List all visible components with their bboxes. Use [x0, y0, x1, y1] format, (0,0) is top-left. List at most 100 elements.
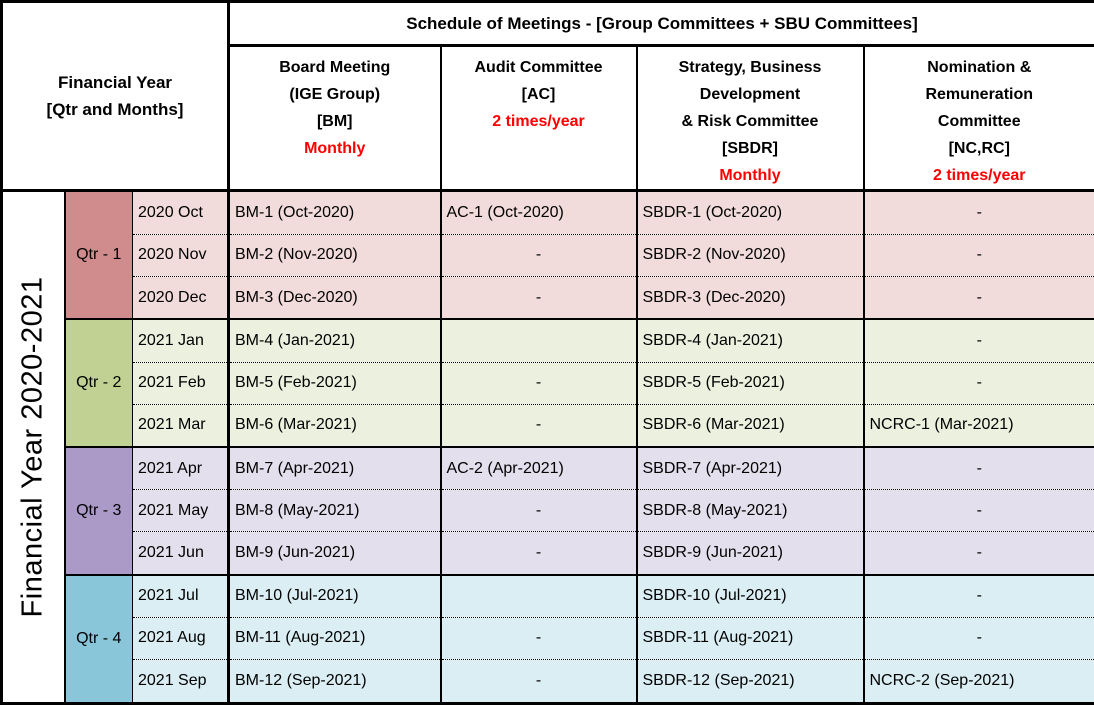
- month-cell: 2021 Sep: [132, 658, 230, 704]
- ncrc-cell: -: [862, 489, 1094, 532]
- bm-cell: BM-8 (May-2021): [228, 489, 441, 532]
- committee-name-line: Committee: [937, 113, 1021, 130]
- ac-cell: [439, 318, 637, 363]
- ac-cell: -: [439, 489, 637, 532]
- ac-cell: -: [439, 275, 637, 320]
- schedule-title: Schedule of Meetings - [Group Committees…: [228, 1, 1094, 47]
- bm-cell: BM-7 (Apr-2021): [228, 445, 441, 490]
- table-row: Qtr - 3 2021 Apr BM-7 (Apr-2021) AC-2 (Apr-…: [2, 445, 1094, 575]
- month-cell: 2020 Oct: [132, 190, 230, 235]
- ac-cell: -: [439, 531, 637, 575]
- quarter-label: Qtr - 4: [64, 573, 133, 704]
- ac-cell: -: [439, 658, 637, 704]
- ncrc-cell: NCRC-2 (Sep-2021): [862, 658, 1094, 704]
- committee-name-line: [AC]: [521, 86, 556, 103]
- table-row: 2021 May BM-8 (May-2021) - SBDR-8 (May-2021…: [2, 489, 1094, 532]
- sbdr-cell: SBDR-7 (Apr-2021): [635, 445, 864, 490]
- committee-frequency: 2 times/year: [492, 113, 585, 130]
- ncrc-cell: -: [862, 234, 1094, 277]
- quarter-label: Qtr - 2: [64, 318, 133, 447]
- table-row: 2021 Sep BM-12 (Sep-2021) - SBDR-12 (Sep-20…: [2, 658, 1094, 704]
- committee-header-cell: Board Meeting (IGE Group) [BM] Monthly: [227, 45, 441, 192]
- ncrc-cell: -: [862, 617, 1094, 660]
- committee-name-line: [BM]: [316, 113, 353, 130]
- quarter-label: Qtr - 1: [64, 190, 133, 320]
- table-row: Qtr - 2 2021 Jan BM-4 (Jan-2021) SBDR-4 (Ja…: [2, 318, 1094, 447]
- committee-header-cell: Audit Committee [AC] 2 times/year: [439, 45, 637, 192]
- month-cell: 2021 Feb: [132, 361, 230, 405]
- table-row: Qtr - 4 2021 Jul BM-10 (Jul-2021) SBDR-10 (…: [2, 573, 1094, 704]
- month-cell: 2021 Jan: [132, 318, 230, 363]
- fiscal-year-side-label: Financial Year 2020-2021: [16, 276, 49, 618]
- sbdr-cell: SBDR-2 (Nov-2020): [635, 234, 864, 277]
- table-row: 2020 Dec BM-3 (Dec-2020) - SBDR-3 (Dec-2020…: [2, 275, 1094, 320]
- sbdr-cell: SBDR-3 (Dec-2020): [635, 275, 864, 320]
- month-cell: 2021 May: [132, 489, 230, 532]
- committee-frequency: 2 times/year: [932, 167, 1026, 184]
- sbdr-cell: SBDR-6 (Mar-2021): [635, 403, 864, 447]
- month-cell: 2021 Apr: [132, 445, 230, 490]
- committee-header-cell: Nomination & Remuneration Committee [NC,RC]…: [862, 45, 1094, 192]
- sbdr-cell: SBDR-4 (Jan-2021): [635, 318, 864, 363]
- corner-header-line2: [Qtr and Months]: [46, 100, 184, 119]
- committee-name-line: Board Meeting: [279, 59, 391, 76]
- sbdr-cell: SBDR-8 (May-2021): [635, 489, 864, 532]
- ncrc-cell: -: [862, 531, 1094, 575]
- month-cell: 2021 Aug: [132, 617, 230, 660]
- committee-name-line: & Risk Committee: [681, 113, 819, 130]
- committee-name-line: Remuneration: [925, 86, 1034, 103]
- month-cell: 2021 Jun: [132, 531, 230, 575]
- committee-name-line: Development: [699, 86, 801, 103]
- table-row: 2021 Jun BM-9 (Jun-2021) - SBDR-9 (Jun-2021…: [2, 531, 1094, 575]
- bm-cell: BM-12 (Sep-2021): [228, 658, 441, 704]
- sbdr-cell: SBDR-12 (Sep-2021): [635, 658, 864, 704]
- sbdr-cell: SBDR-10 (Jul-2021): [635, 573, 864, 618]
- sbdr-cell: SBDR-1 (Oct-2020): [635, 190, 864, 235]
- table-row: 2020 Nov BM-2 (Nov-2020) - SBDR-2 (Nov-2020…: [2, 234, 1094, 277]
- bm-cell: BM-9 (Jun-2021): [228, 531, 441, 575]
- bm-cell: BM-6 (Mar-2021): [228, 403, 441, 447]
- ac-cell: -: [439, 403, 637, 447]
- ac-cell: -: [439, 361, 637, 405]
- bm-cell: BM-4 (Jan-2021): [228, 318, 441, 363]
- sbdr-cell: SBDR-11 (Aug-2021): [635, 617, 864, 660]
- committee-frequency: Monthly: [719, 167, 781, 184]
- committee-frequency: Monthly: [304, 140, 366, 157]
- bm-cell: BM-11 (Aug-2021): [228, 617, 441, 660]
- quarter-label: Qtr - 3: [64, 445, 133, 575]
- ncrc-cell: -: [862, 445, 1094, 490]
- ncrc-cell: -: [862, 573, 1094, 618]
- month-cell: 2021 Mar: [132, 403, 230, 447]
- committee-header-cell: Strategy, Business Development & Risk Comm…: [635, 45, 864, 192]
- bm-cell: BM-10 (Jul-2021): [228, 573, 441, 618]
- ncrc-cell: -: [862, 318, 1094, 363]
- table-row: 2021 Mar BM-6 (Mar-2021) - SBDR-6 (Mar-2021…: [2, 403, 1094, 447]
- ac-cell: AC-2 (Apr-2021): [439, 445, 637, 490]
- committee-name-line: (IGE Group): [289, 86, 381, 103]
- bm-cell: BM-3 (Dec-2020): [228, 275, 441, 320]
- committee-name-line: [SBDR]: [722, 140, 778, 157]
- ncrc-cell: -: [862, 361, 1094, 405]
- corner-header: Financial Year [Qtr and Months]: [1, 1, 230, 192]
- bm-cell: BM-2 (Nov-2020): [228, 234, 441, 277]
- table-row: 2021 Aug BM-11 (Aug-2021) - SBDR-11 (Aug-20…: [2, 617, 1094, 660]
- month-cell: 2020 Dec: [132, 275, 230, 320]
- ncrc-cell: -: [862, 275, 1094, 320]
- bm-cell: BM-5 (Feb-2021): [228, 361, 441, 405]
- month-cell: 2020 Nov: [132, 234, 230, 277]
- sbdr-cell: SBDR-9 (Jun-2021): [635, 531, 864, 575]
- ac-cell: -: [439, 617, 637, 660]
- committee-header-row: Board Meeting (IGE Group) [BM] Monthly Audit…: [2, 45, 1094, 192]
- bm-cell: BM-1 (Oct-2020): [228, 190, 441, 235]
- month-cell: 2021 Jul: [132, 573, 230, 618]
- ncrc-cell: -: [862, 190, 1094, 235]
- committee-name-line: Audit Committee: [474, 59, 603, 76]
- committee-name-line: [NC,RC]: [948, 140, 1010, 157]
- committee-name-line: Strategy, Business: [678, 59, 822, 76]
- ac-cell: -: [439, 234, 637, 277]
- committee-name-line: Nomination &: [927, 59, 1032, 76]
- table-row: Financial Year 2020-2021 Qtr - 1 2020 Oct B…: [1, 190, 1094, 704]
- corner-header-line1: Financial Year: [57, 73, 173, 92]
